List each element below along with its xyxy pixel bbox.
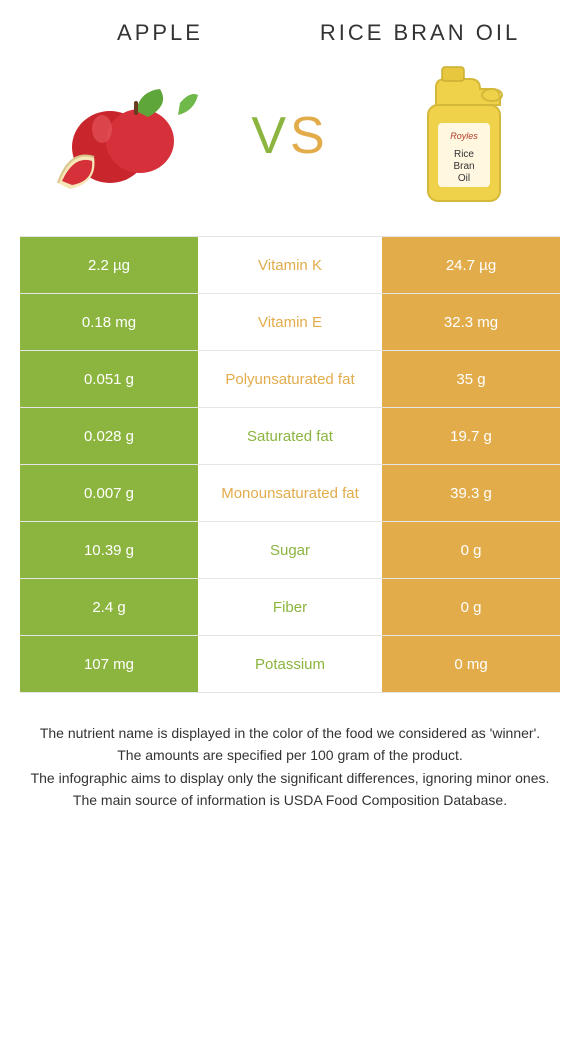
apple-image <box>30 66 210 206</box>
left-value: 2.4 g <box>20 579 198 635</box>
left-title: APPLE <box>30 20 290 46</box>
nutrient-label: Vitamin E <box>202 294 378 350</box>
right-value: 0 mg <box>382 636 560 692</box>
header-titles: APPLE RICE BRAN OIL <box>0 0 580 56</box>
nutrient-label: Saturated fat <box>202 408 378 464</box>
nutrient-table: 2.2 µgVitamin K24.7 µg0.18 mgVitamin E32… <box>20 236 560 693</box>
nutrient-label: Sugar <box>202 522 378 578</box>
left-value: 2.2 µg <box>20 237 198 293</box>
nutrient-label: Vitamin K <box>202 237 378 293</box>
right-value: 35 g <box>382 351 560 407</box>
left-value: 0.051 g <box>20 351 198 407</box>
nutrient-label: Polyunsaturated fat <box>202 351 378 407</box>
table-row: 2.2 µgVitamin K24.7 µg <box>20 237 560 294</box>
vs-s: S <box>290 107 329 165</box>
svg-text:Bran: Bran <box>453 161 474 172</box>
table-row: 10.39 gSugar0 g <box>20 522 560 579</box>
footer-line-1: The nutrient name is displayed in the co… <box>20 723 560 743</box>
left-value: 0.028 g <box>20 408 198 464</box>
footer-notes: The nutrient name is displayed in the co… <box>0 693 580 810</box>
images-row: VS Royles Rice Bran Oil <box>0 56 580 236</box>
right-value: 0 g <box>382 579 560 635</box>
right-value: 24.7 µg <box>382 237 560 293</box>
svg-text:Rice: Rice <box>454 149 474 160</box>
oil-image: Royles Rice Bran Oil <box>370 66 550 206</box>
table-row: 2.4 gFiber0 g <box>20 579 560 636</box>
table-row: 0.18 mgVitamin E32.3 mg <box>20 294 560 351</box>
table-row: 107 mgPotassium0 mg <box>20 636 560 693</box>
table-row: 0.028 gSaturated fat19.7 g <box>20 408 560 465</box>
right-value: 32.3 mg <box>382 294 560 350</box>
svg-text:Oil: Oil <box>458 173 470 184</box>
footer-line-4: The main source of information is USDA F… <box>20 790 560 810</box>
left-value: 107 mg <box>20 636 198 692</box>
right-value: 0 g <box>382 522 560 578</box>
svg-text:Royles: Royles <box>450 131 478 141</box>
footer-line-3: The infographic aims to display only the… <box>20 768 560 788</box>
table-row: 0.051 gPolyunsaturated fat35 g <box>20 351 560 408</box>
vs-label: VS <box>251 106 328 166</box>
nutrient-label: Monounsaturated fat <box>202 465 378 521</box>
nutrient-label: Potassium <box>202 636 378 692</box>
vs-v: V <box>251 107 290 165</box>
table-row: 0.007 gMonounsaturated fat39.3 g <box>20 465 560 522</box>
left-value: 10.39 g <box>20 522 198 578</box>
right-value: 39.3 g <box>382 465 560 521</box>
right-value: 19.7 g <box>382 408 560 464</box>
nutrient-label: Fiber <box>202 579 378 635</box>
left-value: 0.007 g <box>20 465 198 521</box>
right-title: RICE BRAN OIL <box>290 20 550 46</box>
left-value: 0.18 mg <box>20 294 198 350</box>
footer-line-2: The amounts are specified per 100 gram o… <box>20 745 560 765</box>
